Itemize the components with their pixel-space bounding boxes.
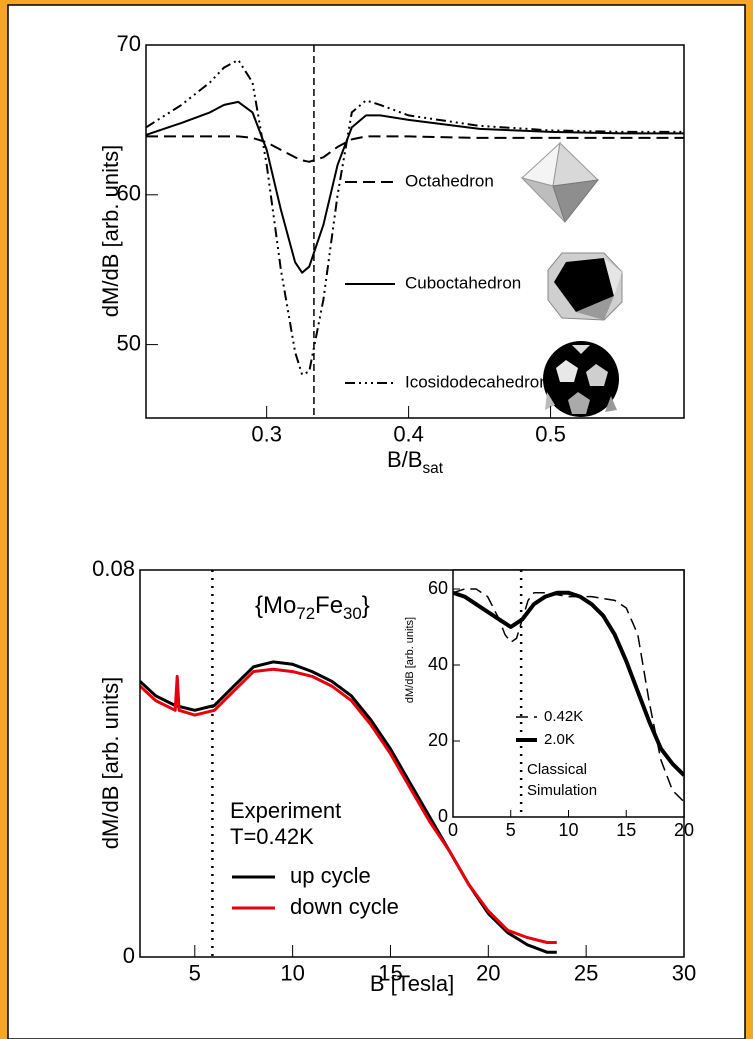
x-tick-label: 10: [558, 820, 578, 840]
x-tick-label: 0.4: [393, 421, 424, 446]
x-tick-label: 5: [189, 960, 201, 985]
series-line: [146, 100, 684, 274]
x-tick-label: 0.3: [251, 421, 282, 446]
annotation-sub: 30: [343, 604, 362, 623]
series-line: [146, 135, 684, 163]
x-tick-label: 0: [448, 820, 458, 840]
note: Classical: [527, 761, 587, 778]
series-line: [453, 588, 684, 803]
y-axis-label: dM/dB [arb. units]: [98, 677, 123, 849]
y-axis-label: dM/dB [arb. units]: [404, 617, 416, 703]
series-line: [140, 667, 557, 944]
y-tick-label: 70: [117, 31, 141, 56]
x-axis-label: B/Bsat: [387, 447, 444, 477]
annotation-text: {Mo: [255, 592, 296, 619]
x-axis-label: B [Tesla]: [370, 971, 454, 996]
panel: [7, 4, 746, 1039]
y-tick-label: 50: [117, 330, 141, 355]
y-tick-label: 0: [438, 806, 448, 826]
y-tick-label: 60: [117, 181, 141, 206]
legend-label: down cycle: [290, 894, 399, 919]
x-tick-label: 5: [506, 820, 516, 840]
annotation-text: Fe: [315, 592, 343, 619]
y-axis-label: dM/dB [arb. units]: [98, 145, 123, 317]
legend-label: Cuboctahedron: [405, 273, 521, 292]
annotation-sub: 72: [296, 604, 315, 623]
y-tick-label: 20: [428, 730, 448, 750]
x-tick-label: 20: [674, 820, 694, 840]
x-tick-label: 15: [378, 960, 402, 985]
x-axis-label-sub: sat: [422, 460, 443, 477]
x-tick-label: 25: [574, 960, 598, 985]
x-tick-label: 30: [672, 960, 696, 985]
legend-title: Experiment: [230, 798, 341, 823]
y-tick-label: 40: [428, 654, 448, 674]
x-axis-label-text: B/B: [387, 447, 422, 472]
x-tick-label: 20: [476, 960, 500, 985]
annotation-text: }: [362, 592, 370, 619]
x-tick-label: 15: [616, 820, 636, 840]
series-line: [140, 660, 557, 954]
note: Simulation: [527, 782, 597, 799]
legend-label: Octahedron: [405, 171, 494, 190]
plot-frame: [145, 44, 685, 419]
series-line: [453, 590, 684, 777]
legend-label: Icosidodecahedron: [405, 372, 549, 391]
legend-label: 2.0K: [544, 731, 575, 748]
inset-background: [453, 570, 684, 817]
x-axis-label-text: B [Tesla]: [370, 971, 454, 996]
x-tick-label: 10: [280, 960, 304, 985]
octahedron-icon: [520, 141, 600, 224]
cuboctahedron-icon: [547, 252, 623, 321]
y-tick-label: 0: [123, 943, 135, 968]
icosidodecahedron-icon: [543, 341, 619, 417]
plot-frame: [452, 569, 685, 818]
legend-title: T=0.42K: [230, 824, 314, 849]
y-tick-label: 0.08: [92, 556, 135, 581]
annotation: {Mo72Fe30}: [255, 592, 370, 623]
legend-label: up cycle: [290, 863, 371, 888]
legend-label: 0.42K: [544, 708, 583, 725]
y-tick-label: 60: [428, 578, 448, 598]
x-tick-label: 0.5: [535, 421, 566, 446]
series-line: [146, 59, 684, 376]
